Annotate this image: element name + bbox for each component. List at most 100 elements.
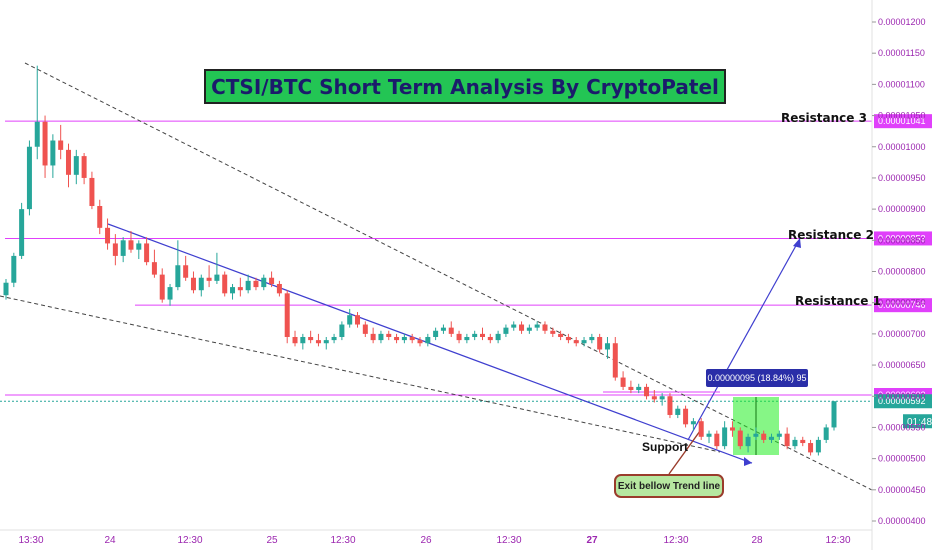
candle xyxy=(534,321,540,331)
candle xyxy=(558,330,564,341)
candle xyxy=(440,324,446,334)
candle xyxy=(737,427,743,450)
candle xyxy=(58,124,64,160)
candle-body xyxy=(73,156,79,175)
y-tick-label: 0.00000600 xyxy=(878,391,926,401)
candle xyxy=(339,321,345,341)
candle-body xyxy=(526,327,532,331)
candle xyxy=(3,278,9,300)
y-tick-label: 0.00000900 xyxy=(878,204,926,214)
candle xyxy=(808,439,814,456)
candle xyxy=(34,65,40,160)
resistance-levels: 0.000010410.000008530.000007460.00000602… xyxy=(0,114,932,429)
candle-body xyxy=(198,277,204,291)
candle-body xyxy=(495,333,501,341)
candle xyxy=(269,271,275,288)
candle-body xyxy=(722,427,728,447)
candle-body xyxy=(167,287,173,300)
candle xyxy=(714,430,720,450)
candle xyxy=(753,427,759,440)
candle xyxy=(698,418,704,440)
candle xyxy=(284,290,290,344)
candle-body xyxy=(511,324,517,328)
candle-body xyxy=(355,315,361,325)
candle-body xyxy=(776,433,782,437)
exit-note: Exit bellow Trend line xyxy=(614,474,724,498)
x-tick-label: 26 xyxy=(420,535,432,546)
y-tick-label: 0.00001100 xyxy=(878,79,925,89)
candle xyxy=(604,336,610,359)
candle-body xyxy=(675,408,681,415)
timer-tag xyxy=(903,414,932,429)
candle xyxy=(355,312,361,328)
candle-body xyxy=(378,333,384,341)
candle xyxy=(362,321,368,337)
candle-body xyxy=(651,396,657,400)
candle-body xyxy=(589,336,595,341)
candle xyxy=(745,433,751,453)
candle xyxy=(761,430,767,444)
candle-body xyxy=(761,433,767,440)
candle-body xyxy=(425,336,431,344)
resistance-1-label: Resistance 1 xyxy=(795,294,881,308)
candle-body xyxy=(542,324,548,331)
candle xyxy=(331,333,337,344)
blue-trendline-arrow xyxy=(744,457,752,466)
candle xyxy=(167,283,173,306)
candle-body xyxy=(464,336,470,341)
candle-body xyxy=(370,333,376,341)
candle-body xyxy=(745,436,751,447)
candle xyxy=(120,237,126,263)
candle-body xyxy=(261,277,267,288)
candle-body xyxy=(401,336,407,341)
candle-body xyxy=(26,146,32,210)
candle-body xyxy=(19,209,25,256)
candle xyxy=(597,333,603,353)
candle xyxy=(542,321,548,334)
candle-body xyxy=(50,140,56,166)
x-tick-label: 13:30 xyxy=(18,535,43,546)
x-tick-label: 12:30 xyxy=(663,535,688,546)
candle-body xyxy=(573,340,579,344)
candle-body xyxy=(558,333,564,337)
candle xyxy=(472,330,478,341)
candle xyxy=(230,283,236,300)
candle xyxy=(425,333,431,347)
candle-body xyxy=(136,243,142,250)
candle-body xyxy=(792,439,798,447)
candle xyxy=(690,418,696,431)
candle-body xyxy=(214,274,220,281)
candle xyxy=(300,333,306,350)
candle xyxy=(409,333,415,344)
candle xyxy=(464,333,470,344)
candle xyxy=(159,268,165,303)
resistance-2-label: Resistance 2 xyxy=(788,228,874,242)
candle-body xyxy=(565,336,571,341)
candle-body xyxy=(823,427,829,440)
candle-body xyxy=(456,333,462,341)
current-price-tag xyxy=(874,394,932,409)
candle-body xyxy=(89,177,95,207)
current-price-label: 0.00000592 xyxy=(878,396,926,406)
lower-dashed-trendline xyxy=(0,295,721,453)
y-tick-label: 0.00000800 xyxy=(878,267,926,277)
candle-body xyxy=(183,265,189,278)
candle xyxy=(81,152,87,185)
timer-label: 01:48 xyxy=(907,417,932,428)
candle-body xyxy=(604,343,610,350)
target-arrow-head xyxy=(793,238,801,248)
candle-body xyxy=(620,377,626,387)
candle-body xyxy=(11,255,17,283)
candle-body xyxy=(729,427,735,431)
candle-body xyxy=(284,293,290,337)
chart-title: CTSI/BTC Short Term Analysis By CryptoPa… xyxy=(204,69,726,104)
y-tick-label: 0.00000650 xyxy=(878,360,926,370)
candle xyxy=(503,324,509,337)
candle-body xyxy=(753,433,759,437)
candle xyxy=(519,321,525,334)
candle-body xyxy=(581,340,587,344)
candle xyxy=(628,380,634,394)
candle-body xyxy=(667,396,673,415)
candle-body xyxy=(769,436,775,440)
y-tick-label: 0.00001000 xyxy=(878,142,926,152)
